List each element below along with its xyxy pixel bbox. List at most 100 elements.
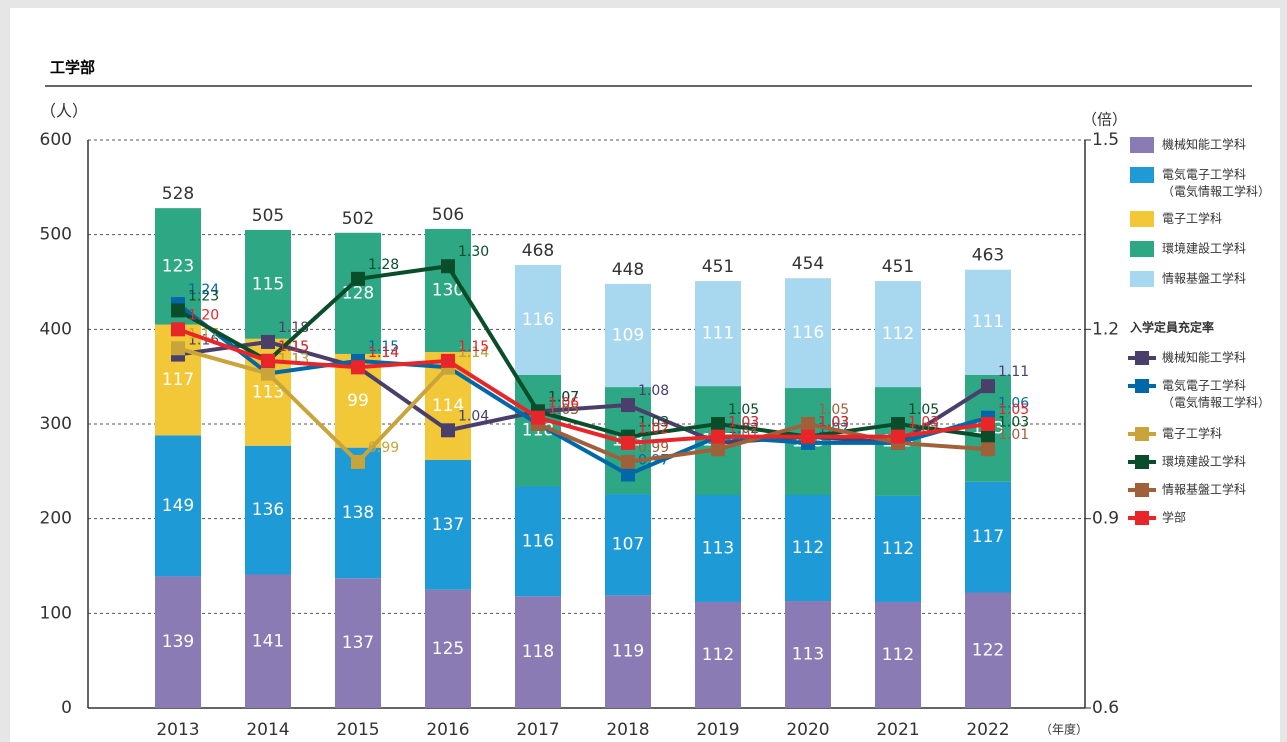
y-tick-label: 300: [40, 414, 72, 434]
bar-value-label: 117: [972, 527, 1004, 547]
legend-label: 情報基盤工学科: [1162, 482, 1246, 497]
rate-marker: [351, 360, 365, 375]
y2-tick-label: 0.9: [1092, 509, 1119, 529]
rate-marker: [621, 467, 635, 482]
rate-value-label: 1.14: [458, 345, 489, 361]
bar-segment: [605, 494, 651, 596]
bar-segment: [335, 578, 381, 708]
rate-marker: [891, 429, 905, 444]
rate-marker: [441, 259, 455, 274]
legend-label: 電気電子工学科: [1162, 378, 1246, 393]
x-tick-label: 2016: [426, 720, 469, 740]
bar-segment: [425, 589, 471, 708]
bar-value-label: 128: [342, 283, 374, 303]
rate-line: [177, 339, 990, 445]
legend-title: 入学定員充定率: [1130, 320, 1214, 335]
rate-line: [177, 327, 989, 445]
total-label: 506: [432, 205, 464, 225]
bar-segment: [785, 278, 831, 389]
rate-value-label: 1.04: [458, 408, 489, 424]
rate-marker: [711, 429, 725, 444]
bar-value-label: 99: [347, 391, 369, 411]
rate-value-label: 0.99: [638, 440, 669, 456]
bar-segment: [155, 576, 201, 708]
rate-marker: [621, 454, 635, 469]
rate-marker: [171, 303, 185, 318]
legend-label: 機械知能工学科: [1162, 137, 1246, 152]
rate-marker: [351, 454, 365, 469]
total-label: 468: [522, 241, 554, 261]
rate-value-label: 1.15: [278, 339, 309, 355]
legend-swatch: [1130, 167, 1154, 183]
rate-value-label: 1.03: [728, 415, 759, 431]
rate-value-label: 1.08: [638, 383, 669, 399]
rate-line: [176, 302, 989, 477]
rate-value-label: 1.03: [818, 415, 849, 431]
bar-segment: [695, 601, 741, 708]
bar-value-label: 149: [162, 496, 194, 516]
rate-marker: [981, 417, 995, 431]
bar-segment: [695, 495, 741, 602]
legend-swatch: [1130, 241, 1154, 257]
bar-segment: [875, 495, 921, 602]
legend-swatch: [1130, 271, 1154, 287]
rate-value-label: 0.99: [368, 440, 399, 456]
bar-value-label: 111: [702, 324, 734, 344]
bar-segment: [605, 283, 651, 388]
total-label: 451: [882, 257, 914, 277]
legend-marker: [1135, 351, 1149, 365]
rate-value-label: 1.20: [188, 307, 219, 323]
rate-marker: [441, 423, 455, 438]
bar-value-label: 119: [612, 642, 644, 662]
total-label: 528: [162, 184, 194, 204]
rate-value-label: 1.01: [998, 427, 1029, 443]
bar-value-label: 113: [792, 645, 824, 665]
bar-segment: [875, 601, 921, 708]
bar-value-label: 122: [972, 640, 1004, 660]
bar-value-label: 112: [882, 324, 914, 344]
rate-marker: [711, 417, 725, 431]
bar-segment: [785, 601, 831, 708]
rate-value-label: 1.05: [818, 402, 849, 418]
rate-marker: [621, 398, 635, 413]
rate-value-label: 1.07: [548, 389, 579, 405]
bar-value-label: 112: [882, 645, 914, 665]
rate-value-label: 1.14: [368, 345, 399, 361]
total-label: 448: [612, 260, 644, 280]
rate-marker: [531, 410, 545, 425]
bar-value-label: 136: [252, 500, 284, 520]
bar-value-label: 130: [432, 281, 464, 301]
legend-sublabel: （電気情報工学科）: [1162, 395, 1270, 410]
total-label: 454: [792, 254, 824, 274]
rate-value-label: 1.05: [908, 402, 939, 418]
rate-value-label: 1.03: [638, 415, 669, 431]
rate-marker: [261, 334, 275, 349]
bar-value-label: 112: [702, 645, 734, 665]
x-axis-label: （年度）: [1040, 722, 1088, 737]
bar-segment: [515, 486, 561, 597]
rate-value-label: 1.03: [908, 415, 939, 431]
rate-marker: [441, 353, 455, 368]
y-tick-label: 600: [40, 130, 72, 150]
bar-segment: [335, 447, 381, 579]
x-tick-label: 2021: [876, 720, 919, 740]
legend-sublabel: （電気情報工学科）: [1162, 184, 1270, 199]
rate-marker: [351, 271, 365, 286]
x-tick-label: 2013: [156, 720, 199, 740]
bar-segment: [425, 459, 471, 590]
bar-value-label: 109: [612, 325, 644, 345]
rate-marker: [261, 366, 275, 381]
rate-value-label: 1.05: [998, 402, 1029, 418]
x-tick-label: 2022: [966, 720, 1009, 740]
rate-value-label: 1.23: [188, 288, 219, 304]
y-tick-label: 400: [40, 319, 72, 339]
rate-value-label: 1.15: [278, 339, 309, 355]
bar-segment: [155, 435, 201, 577]
legend-label: 情報基盤工学科: [1162, 271, 1246, 286]
legend-marker: [1135, 427, 1149, 441]
total-label: 505: [252, 206, 284, 226]
legend-label: 環境建設工学科: [1162, 241, 1246, 256]
y-tick-label: 100: [40, 603, 72, 623]
bar-value-label: 139: [162, 632, 194, 652]
rate-marker: [171, 322, 185, 337]
